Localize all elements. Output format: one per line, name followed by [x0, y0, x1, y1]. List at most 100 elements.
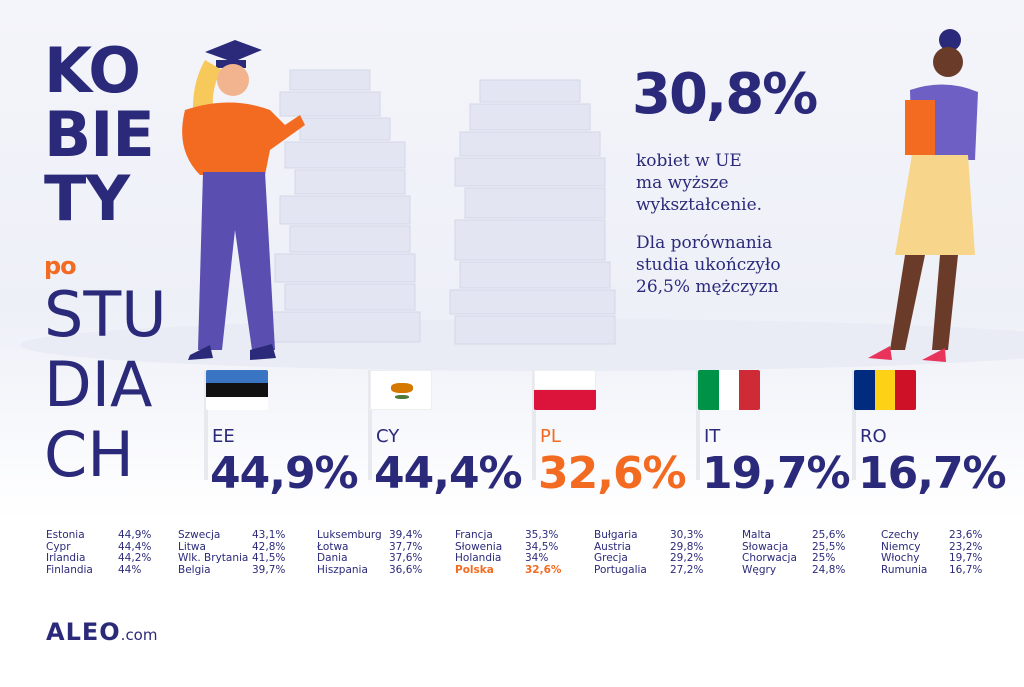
country-name: Węgry	[742, 563, 777, 576]
table-row: Dania 37,6%	[317, 552, 422, 565]
country-name: Wlk. Brytania	[178, 552, 249, 564]
country-name: Litwa	[178, 540, 206, 553]
book-stack-left	[269, 69, 421, 343]
country-value: 34%	[525, 552, 549, 564]
country-name: Irlandia	[46, 552, 86, 564]
country-value: 35,3%	[525, 529, 559, 541]
graduate-figure	[182, 40, 305, 360]
table-column: Luksemburg 39,4% Łotwa 37,7% Dania 37,6% Hiszp…	[317, 529, 423, 577]
featured-code: CY	[376, 426, 400, 447]
country-value: 44,4%	[118, 540, 152, 553]
country-name: Malta	[742, 529, 771, 541]
country-value: 24,8%	[812, 563, 846, 576]
flag-pole-cy	[368, 370, 372, 480]
country-name: Chorwacja	[742, 552, 797, 564]
country-value: 39,7%	[252, 563, 286, 576]
table-column: Estonia 44,9% Cypr 44,4% Irlandia 44,2% Finlan…	[46, 529, 152, 577]
flag-pole-it	[696, 370, 700, 480]
country-value: 43,1%	[252, 529, 286, 541]
country-value: 23,2%	[949, 540, 983, 553]
country-value: 30,3%	[670, 529, 704, 541]
country-name: Grecja	[594, 552, 628, 564]
title-line-7: CH	[44, 418, 134, 491]
table-row: Cypr 44,4%	[46, 540, 152, 554]
country-value: 19,7%	[949, 552, 983, 564]
title-line-1: KO	[44, 34, 141, 107]
featured-code: PL	[540, 426, 561, 447]
flag-pole-ro	[852, 370, 856, 480]
country-value: 23,6%	[949, 529, 983, 541]
flag-pl-icon	[534, 370, 596, 410]
country-value: 29,2%	[670, 552, 704, 564]
illustration	[20, 29, 1024, 371]
table-row: Wlk. Brytania 41,5%	[178, 552, 286, 565]
featured-value: 44,4%	[374, 448, 523, 499]
featured-code: RO	[860, 426, 887, 447]
flag-cy-icon	[370, 370, 432, 410]
country-value: 27,2%	[670, 563, 704, 576]
table-row: Grecja 29,2%	[594, 552, 704, 565]
table-row: Szwecja 43,1%	[178, 529, 286, 542]
headline-text-5: studia ukończyło	[636, 255, 781, 275]
table-row: Chorwacja 25%	[742, 552, 845, 565]
table-row: Hiszpania 36,6%	[317, 563, 422, 577]
country-value: 37,7%	[389, 540, 423, 553]
table-row: Francja 35,3%	[455, 529, 561, 542]
headline-text-3: wykształcenie.	[636, 195, 763, 215]
table-column: Bułgaria 30,3% Austria 29,8% Grecja 29,2% Port…	[594, 529, 704, 577]
flag-it-icon	[698, 370, 760, 410]
title-line-4: po	[44, 252, 77, 280]
country-name: Bułgaria	[594, 529, 638, 541]
country-name: Łotwa	[317, 540, 349, 553]
country-name: Austria	[594, 540, 632, 553]
country-value: 32,6%	[525, 563, 562, 576]
country-value: 16,7%	[949, 563, 983, 576]
table-row: Holandia 34%	[455, 552, 561, 565]
country-name: Holandia	[455, 552, 502, 564]
aleo-logo: ALEO.com	[46, 618, 158, 646]
title-line-3: TY	[44, 162, 130, 235]
country-value: 25,5%	[812, 540, 846, 553]
title-line-2: BIE	[44, 98, 155, 171]
country-value: 42,8%	[252, 540, 286, 553]
table-row: Bułgaria 30,3%	[594, 529, 704, 542]
book-stack-right	[449, 79, 616, 345]
headline-text-6: 26,5% mężczyzn	[636, 277, 779, 297]
country-value: 44,9%	[118, 529, 152, 541]
featured-value: 32,6%	[538, 448, 687, 499]
table-row: Polska 32,6%	[455, 563, 562, 577]
title-line-5: STU	[44, 278, 167, 351]
table-row: Irlandia 44,2%	[46, 552, 152, 565]
table-row: Malta 25,6%	[742, 529, 845, 542]
table-column: Czechy 23,6% Niemcy 23,2% Włochy 19,7% Rumunia…	[881, 529, 983, 577]
table-row: Austria 29,8%	[594, 540, 703, 554]
country-name: Finlandia	[46, 563, 93, 576]
table-row: Rumunia 16,7%	[881, 563, 983, 577]
country-value: 25%	[812, 552, 836, 564]
country-value: 44%	[118, 563, 142, 576]
country-name: Dania	[317, 552, 348, 564]
table-row: Czechy 23,6%	[881, 529, 983, 542]
table-row: Belgia 39,7%	[178, 563, 286, 577]
country-name: Hiszpania	[317, 563, 368, 576]
country-value: 44,2%	[118, 552, 152, 564]
table-row: Finlandia 44%	[46, 563, 151, 577]
country-value: 39,4%	[389, 529, 423, 541]
flag-pole-ee	[204, 370, 208, 480]
featured-code: IT	[704, 426, 721, 447]
table-row: Węgry 24,8%	[742, 563, 846, 577]
table-column: Szwecja 43,1% Litwa 42,8% Wlk. Brytania 41,5%…	[178, 529, 286, 577]
country-name: Szwecja	[178, 529, 221, 541]
flag-ro-icon	[854, 370, 916, 410]
featured-value: 19,7%	[702, 448, 851, 499]
headline-text-4: Dla porównania	[636, 233, 773, 253]
country-name: Portugalia	[594, 563, 647, 576]
table-row: Portugalia 27,2%	[594, 563, 704, 577]
featured-value: 44,9%	[210, 448, 359, 499]
country-value: 41,5%	[252, 552, 286, 564]
headline-value: 30,8%	[632, 62, 818, 127]
table-row: Luksemburg 39,4%	[317, 529, 423, 542]
table-row: Łotwa 37,7%	[317, 540, 423, 554]
country-name: Luksemburg	[317, 529, 382, 541]
